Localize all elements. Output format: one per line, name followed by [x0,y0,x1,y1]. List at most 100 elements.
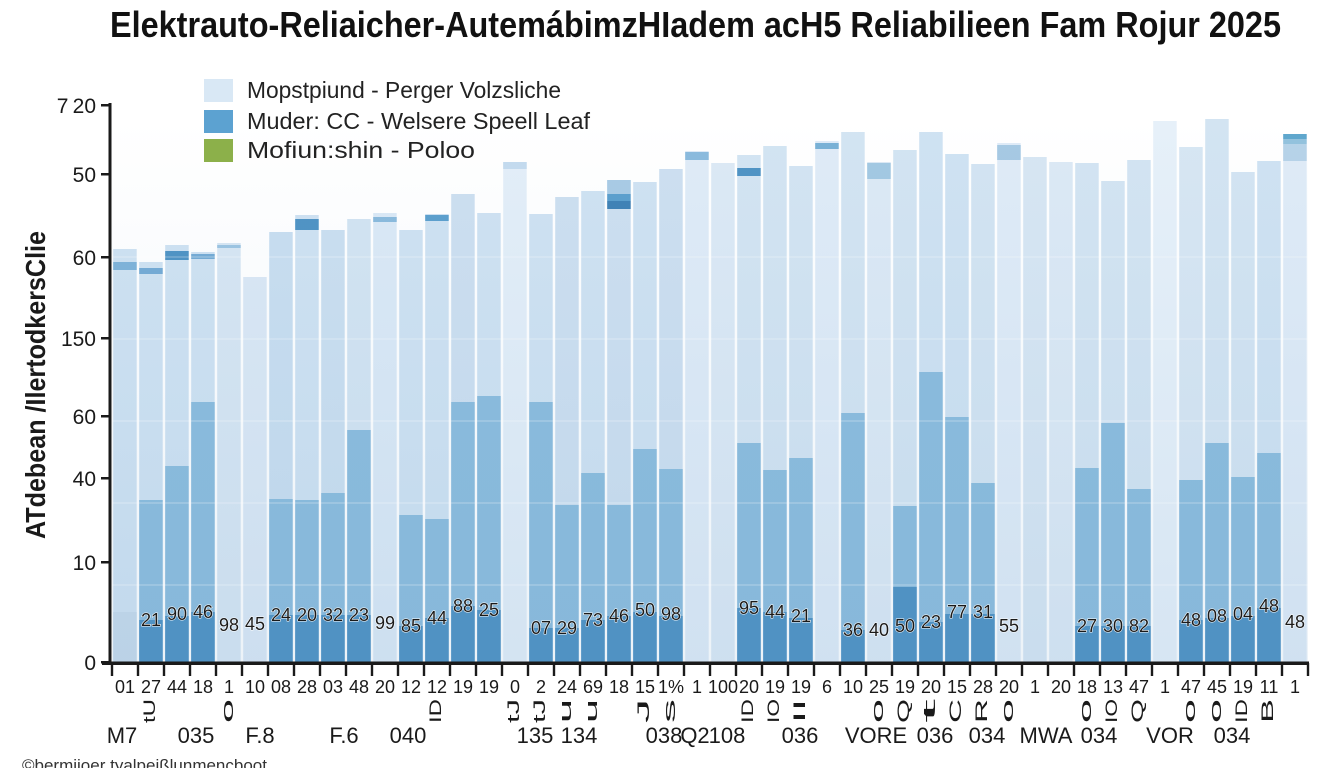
svg-text:1: 1 [692,677,702,697]
svg-text:77: 77 [947,602,967,622]
svg-text:040: 040 [390,723,427,748]
svg-text:Mopstpiund - Perger Volzsliche: Mopstpiund - Perger Volzsliche [247,77,561,103]
svg-text:19: 19 [765,677,785,697]
svg-text:IO: IO [764,699,783,723]
svg-text:40: 40 [869,620,889,640]
svg-text:48: 48 [349,677,369,697]
svg-text:100: 100 [708,677,738,697]
svg-text:J: J [634,699,653,723]
svg-text:134: 134 [561,723,598,748]
svg-text:C: C [946,699,965,723]
svg-text:32: 32 [323,605,343,625]
svg-text:21: 21 [791,606,811,626]
svg-text:88: 88 [453,596,473,616]
svg-text:o: o [218,699,237,723]
svg-text:13: 13 [1103,677,1123,697]
svg-text:99: 99 [375,613,395,633]
svg-text:tU: tU [140,699,159,723]
svg-text:©bermijoer tyalpeißlunmencboot: ©bermijoer tyalpeißlunmencboot [22,756,267,768]
svg-text:04: 04 [1233,604,1253,624]
svg-text:27: 27 [1077,616,1097,636]
svg-text:1%: 1% [658,677,684,697]
svg-text:ID: ID [738,699,757,723]
svg-text:10: 10 [843,677,863,697]
svg-text:50: 50 [73,164,96,187]
svg-text:tJ: tJ [530,699,549,723]
svg-text:47: 47 [1129,677,1149,697]
svg-text:F.8: F.8 [245,723,274,748]
svg-text:B: B [1258,699,1277,723]
svg-text:0: 0 [510,677,520,697]
svg-text:o: o [868,699,887,723]
svg-text:R: R [972,699,991,723]
svg-text:46: 46 [609,606,629,626]
svg-text:69: 69 [583,677,603,697]
svg-text:036: 036 [917,723,954,748]
svg-text:2: 2 [536,677,546,697]
svg-text:036: 036 [782,723,819,748]
svg-text:98: 98 [661,604,681,624]
svg-text:1: 1 [1160,677,1170,697]
svg-text:150: 150 [61,328,96,351]
svg-text:48: 48 [1259,596,1279,616]
svg-text:o: o [1180,699,1199,723]
svg-text:46: 46 [193,602,213,622]
svg-text:15: 15 [947,677,967,697]
svg-text:VOR: VOR [1146,723,1194,748]
svg-text:19: 19 [791,677,811,697]
svg-text:50: 50 [635,600,655,620]
svg-text:t: t [920,698,939,723]
svg-text:MWA: MWA [1020,723,1073,748]
svg-text:038: 038 [646,723,683,748]
svg-text:95: 95 [739,598,759,618]
svg-text:15: 15 [635,677,655,697]
svg-text:Muder: CC - Welsere Speell Lea: Muder: CC - Welsere Speell Leaf [247,108,591,134]
svg-text:23: 23 [921,612,941,632]
svg-text:60: 60 [73,247,96,270]
svg-text:44: 44 [167,677,187,697]
svg-text:u: u [556,699,575,723]
svg-text:73: 73 [583,610,603,630]
svg-text:108: 108 [709,723,746,748]
svg-text:034: 034 [1081,723,1118,748]
svg-text:ID: ID [1232,699,1251,723]
svg-text:24: 24 [557,677,577,697]
svg-text:98: 98 [219,615,239,635]
svg-text:035: 035 [178,723,215,748]
svg-text:ATdebean /IlertodkersClie: ATdebean /IlertodkersClie [20,231,51,539]
svg-text:20: 20 [921,677,941,697]
svg-text:6: 6 [822,677,832,697]
svg-text:48: 48 [1285,612,1305,632]
svg-text:08: 08 [1207,606,1227,626]
svg-text:55: 55 [999,616,1019,636]
svg-text:u: u [582,699,601,723]
svg-text:60: 60 [73,406,96,429]
svg-text:1: 1 [224,677,234,697]
svg-text:034: 034 [1214,723,1251,748]
svg-text:0: 0 [84,652,96,675]
svg-text:31: 31 [973,602,993,622]
svg-text:24: 24 [271,605,291,625]
svg-text:40: 40 [73,468,96,491]
svg-text:03: 03 [323,677,343,697]
svg-text:7 20: 7 20 [57,95,96,118]
svg-text:48: 48 [1181,610,1201,630]
svg-text:36: 36 [843,620,863,640]
svg-text:11: 11 [1260,677,1279,697]
svg-text:20: 20 [297,605,317,625]
svg-text:II: II [790,699,809,723]
svg-text:18: 18 [193,677,213,697]
svg-text:01: 01 [115,677,135,697]
svg-text:28: 28 [973,677,993,697]
svg-text:90: 90 [167,604,187,624]
svg-text:Q2: Q2 [680,723,709,748]
svg-text:18: 18 [609,677,629,697]
svg-text:18: 18 [1077,677,1097,697]
svg-text:45: 45 [1207,677,1227,697]
svg-text:Mofiun:shin - Poloo: Mofiun:shin - Poloo [247,137,475,163]
svg-text:29: 29 [557,618,577,638]
svg-text:20: 20 [999,677,1019,697]
svg-text:21: 21 [141,610,161,630]
svg-text:Elektrauto-Reliaicher-Autemábi: Elektrauto-Reliaicher-AutemábimzHIadem a… [110,4,1281,45]
svg-text:F.6: F.6 [329,723,358,748]
